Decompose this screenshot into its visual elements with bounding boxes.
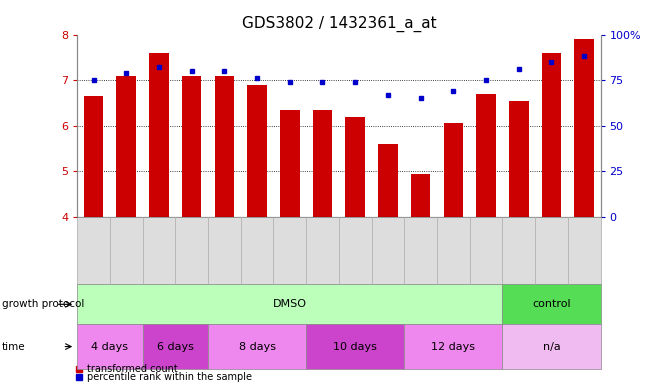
Text: 8 days: 8 days [239,341,276,352]
Text: growth protocol: growth protocol [2,299,85,310]
Text: n/a: n/a [543,341,560,352]
Text: DMSO: DMSO [273,299,307,310]
Text: GDS3802 / 1432361_a_at: GDS3802 / 1432361_a_at [242,15,436,31]
Text: percentile rank within the sample: percentile rank within the sample [87,372,252,382]
Bar [378,144,398,217]
Bar [509,101,529,217]
Bar [182,76,201,217]
Text: transformed count: transformed count [87,364,178,374]
Bar [149,53,169,217]
Text: 12 days: 12 days [431,341,475,352]
Bar [117,76,136,217]
Bar [541,53,561,217]
Text: 6 days: 6 days [157,341,194,352]
Bar [574,39,594,217]
Bar [346,117,365,217]
Bar [215,76,234,217]
Text: 10 days: 10 days [333,341,377,352]
Bar [248,85,267,217]
Text: 4 days: 4 days [91,341,128,352]
Text: control: control [532,299,571,310]
Bar [444,124,463,217]
Bar [313,110,332,217]
Text: time: time [2,341,25,352]
Bar [280,110,299,217]
Bar [411,174,430,217]
Bar [476,94,496,217]
Bar [84,96,103,217]
